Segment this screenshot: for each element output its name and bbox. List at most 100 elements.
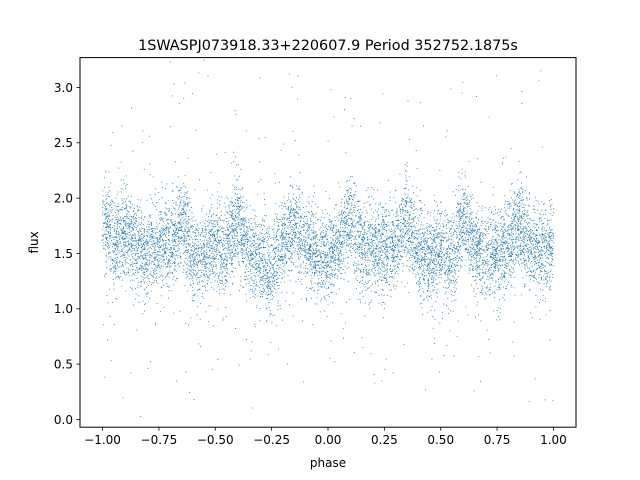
data-point [509,248,510,250]
data-point [482,235,484,237]
data-point [227,227,229,229]
data-point [116,230,118,232]
data-point [467,252,469,253]
data-point [360,272,362,274]
data-point [524,189,526,191]
data-point [437,260,439,262]
data-point [116,222,118,224]
data-point [177,257,179,259]
data-point [353,226,355,228]
data-point [351,202,352,204]
data-point [105,244,107,246]
data-point [440,239,442,240]
data-point [365,252,367,254]
data-point [384,277,386,279]
data-point [323,244,325,246]
data-point [397,211,398,213]
data-point [402,256,404,258]
data-point [364,248,366,249]
data-point [436,251,438,253]
data-point [359,252,360,254]
data-point [265,267,267,269]
data-point [290,206,292,208]
data-point [390,245,392,247]
data-point [175,280,177,282]
data-point [241,224,243,226]
data-point [171,205,173,207]
data-point [350,240,352,241]
data-point [125,201,126,203]
data-point [495,250,497,252]
data-point [132,238,134,240]
data-point [334,276,336,278]
data-point [532,220,534,222]
data-point [369,227,371,229]
data-point [222,245,224,247]
data-point [343,237,345,239]
data-point [484,259,485,261]
data-point [216,273,218,275]
data-point [298,232,300,234]
data-point [495,240,497,241]
data-point [502,245,504,247]
data-point [551,204,553,206]
data-point [418,280,420,282]
data-point [420,224,422,226]
data-point [389,235,391,237]
data-point [302,261,304,263]
data-point [350,231,352,233]
data-point [426,269,428,271]
data-point [256,246,258,248]
data-point [221,239,223,241]
data-point [210,220,212,222]
data-point [423,277,424,279]
data-point [351,225,353,227]
data-point [424,254,426,256]
data-point [196,279,198,281]
data-point [469,232,471,234]
data-point [117,221,119,223]
data-point [445,136,447,138]
data-point [520,254,522,256]
data-point [421,241,422,243]
data-point [119,238,121,240]
data-point [512,219,514,221]
data-point [482,271,484,273]
data-point [218,183,220,185]
data-point [139,256,141,258]
data-point [468,254,470,256]
data-point [145,240,147,242]
data-point [289,185,291,187]
data-point [477,254,479,256]
data-point [391,271,393,272]
data-point [201,210,203,212]
data-point [319,239,321,240]
data-point [329,250,330,252]
data-point [172,254,174,256]
data-point [115,277,117,279]
data-point [245,266,247,267]
data-point [171,221,173,223]
data-point [179,215,181,217]
data-point [188,268,190,270]
data-point [370,254,372,256]
data-point [433,273,435,275]
data-point [523,243,525,245]
data-point [133,263,135,265]
data-point [346,241,348,243]
data-point [231,260,233,262]
data-point [330,269,332,271]
data-point [203,265,205,267]
data-point [158,211,160,213]
data-point [423,247,425,248]
data-point [358,264,360,266]
data-point [367,242,369,244]
data-point [157,240,159,242]
data-point [202,230,204,232]
data-point [480,247,482,249]
data-point [421,251,423,253]
data-point [470,223,472,225]
data-point [344,235,346,237]
data-point [288,218,290,220]
data-point [222,262,224,264]
